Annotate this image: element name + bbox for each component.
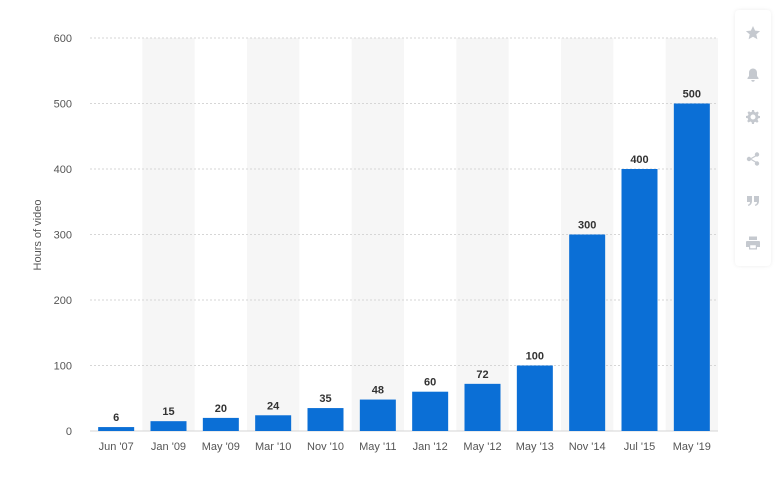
bars [98,103,710,432]
bell-icon [747,68,759,82]
data-label: 15 [162,406,174,418]
notification-button[interactable] [735,54,771,96]
chart-toolbar [735,10,771,266]
y-tick-label: 100 [54,361,72,373]
bar[interactable] [307,408,344,431]
settings-button[interactable] [735,96,771,138]
data-label: 24 [267,400,280,412]
x-tick-label: May '12 [463,441,501,453]
x-tick-label: Jan '12 [413,441,448,453]
x-tick-label: May '11 [359,441,396,453]
print-icon [746,236,760,250]
share-button[interactable] [735,138,771,180]
bar[interactable] [569,234,606,432]
y-axis-ticks: 0 100 200 300 400 500 600 [54,33,72,438]
x-tick-label: May '19 [673,441,711,453]
quote-icon [747,196,759,206]
y-tick-label: 400 [54,164,72,176]
share-icon [746,152,760,166]
data-label: 48 [372,385,384,397]
print-button[interactable] [735,222,771,264]
bar[interactable] [516,365,553,432]
y-tick-label: 500 [54,99,72,111]
data-label: 20 [215,403,227,415]
x-tick-label: May '13 [516,441,554,453]
data-label: 6 [113,412,119,424]
bar[interactable] [359,399,396,431]
gridlines [90,37,718,432]
x-tick-label: Jul '15 [624,441,655,453]
data-label: 400 [630,154,648,166]
x-tick-label: Mar '10 [255,441,291,453]
y-tick-label: 0 [66,426,72,438]
gear-icon [746,110,760,124]
bar[interactable] [673,103,710,432]
x-tick-label: Jan '09 [151,441,186,453]
x-tick-label: Jun '07 [99,441,134,453]
bar[interactable] [412,391,449,431]
x-tick-label: May '09 [202,441,240,453]
bar[interactable] [98,427,135,431]
y-axis-title: Hours of video [32,200,44,271]
bar[interactable] [464,383,501,431]
favorite-button[interactable] [735,12,771,54]
star-icon [745,26,761,40]
bar-chart: 6 15 20 24 35 48 60 72 100 300 400 500 0 100 200 300 40… [32,33,718,453]
bar[interactable] [621,169,658,431]
cite-button[interactable] [735,180,771,222]
data-label: 300 [578,220,596,232]
bar[interactable] [150,421,187,431]
data-label: 72 [476,369,488,381]
data-label: 35 [319,393,331,405]
bar[interactable] [202,417,239,431]
bar[interactable] [255,415,292,431]
x-axis-ticks: Jun '07 Jan '09 May '09 Mar '10 Nov '10 May '… [99,441,711,453]
x-tick-label: Nov '10 [307,441,344,453]
data-label: 100 [526,351,544,363]
y-tick-label: 300 [54,230,72,242]
data-labels: 6 15 20 24 35 48 60 72 100 300 400 500 [113,89,701,425]
data-label: 500 [683,89,701,101]
data-label: 60 [424,377,436,389]
y-tick-label: 200 [54,295,72,307]
y-tick-label: 600 [54,33,72,45]
x-tick-label: Nov '14 [569,441,606,453]
